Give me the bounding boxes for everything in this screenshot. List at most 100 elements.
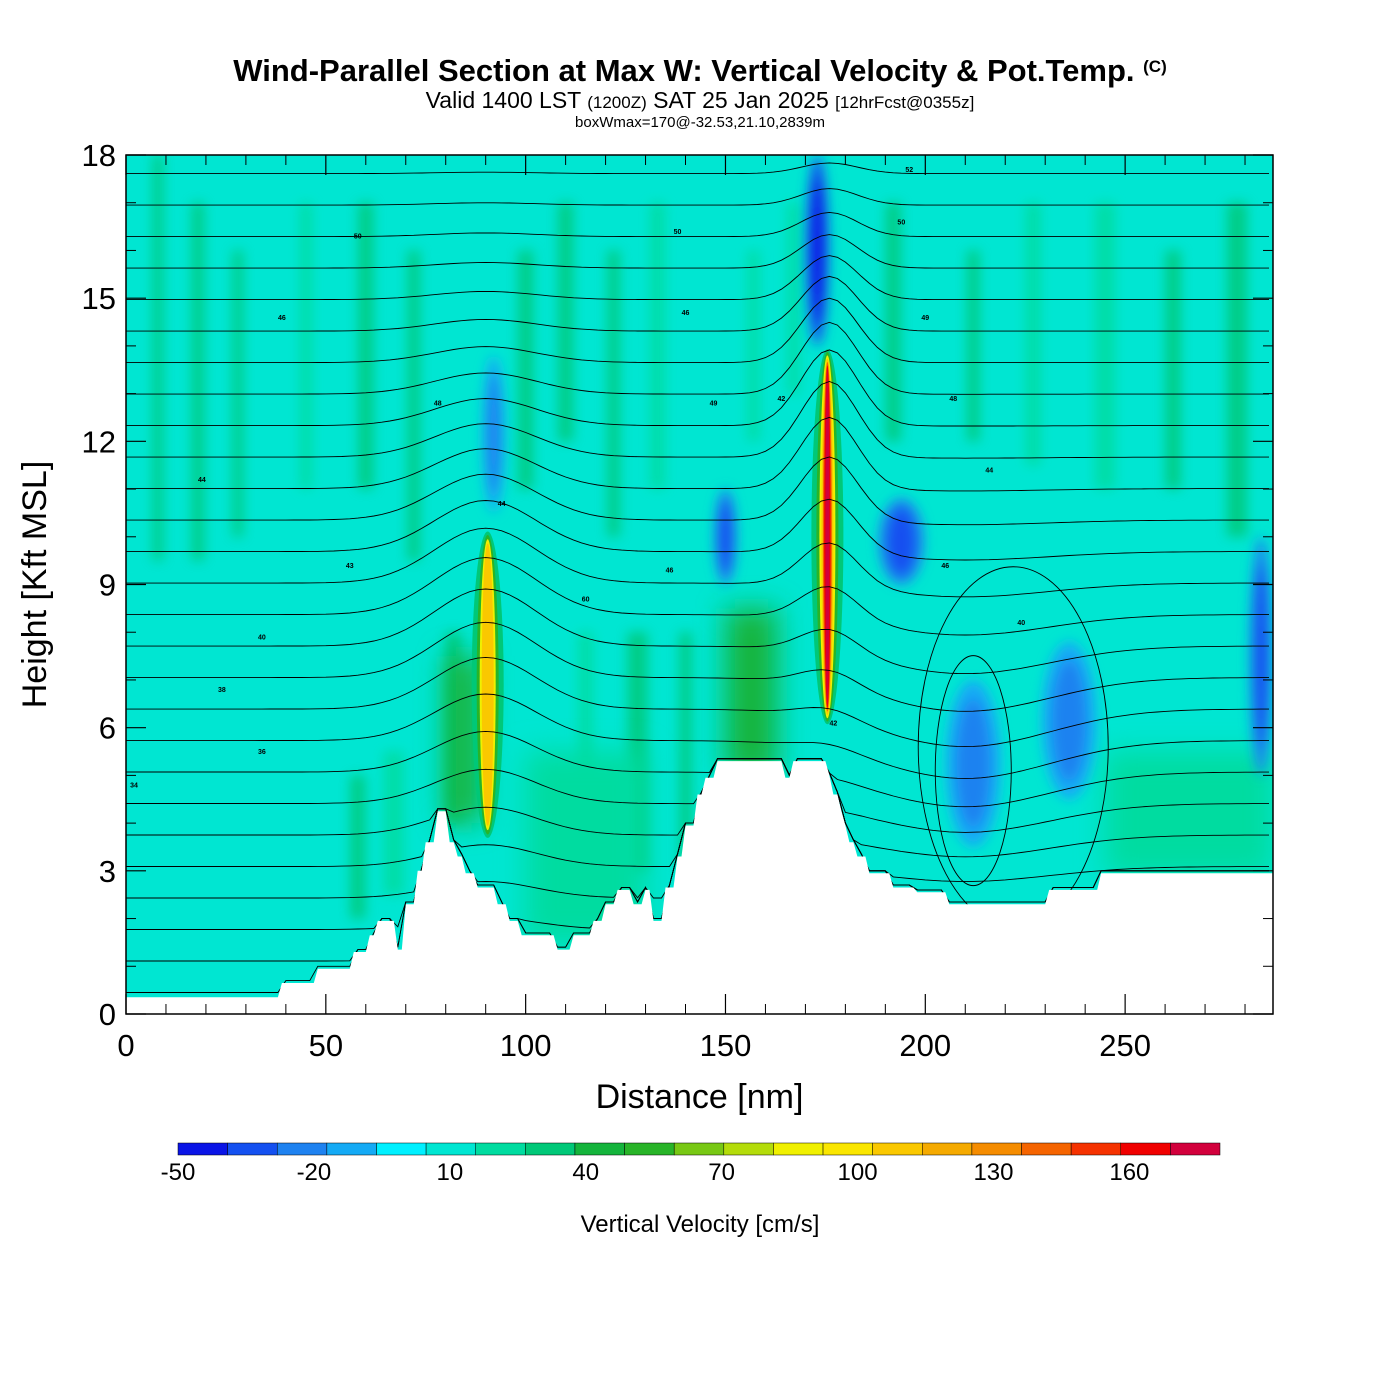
- theta-contour: [126, 621, 1269, 712]
- colorbar-swatch: [822, 1142, 873, 1156]
- theta-contour: [126, 255, 1269, 301]
- theta-contour-label: 42: [829, 720, 837, 727]
- updraft-zone: [725, 608, 778, 776]
- theta-contour-label: 43: [346, 563, 354, 570]
- theta-contour: [126, 693, 1269, 779]
- downdraft-inner: [956, 699, 991, 828]
- colorbar-swatch: [1021, 1142, 1072, 1156]
- colorbar-swatch: [276, 1142, 328, 1156]
- theta-contour-label: 50: [674, 229, 682, 236]
- copyright-mark: (C): [1143, 57, 1167, 76]
- theta-contour-label: 50: [354, 234, 362, 241]
- theta-contour: [126, 188, 1269, 206]
- y-tick-label: 6: [99, 711, 116, 746]
- chart-title: Wind-Parallel Section at Max W: Vertical…: [233, 53, 1135, 88]
- theta-contour-label: 44: [498, 501, 506, 508]
- updraft-streak: [558, 202, 574, 442]
- plot-area: 34 36 38 40 43 44 48 46 50 44 60 46 49 46 50 42 42 52 50 49…: [126, 136, 1273, 1014]
- y-tick-label: 12: [82, 424, 116, 459]
- theta-contour-label: 46: [666, 568, 674, 575]
- updraft-level: [481, 543, 494, 826]
- theta-contour: [126, 136, 1269, 143]
- colorbar-swatch: [1070, 1142, 1122, 1156]
- colorbar-tick-label: 10: [436, 1159, 463, 1186]
- updraft-level: [825, 368, 830, 706]
- updraft-zone: [1105, 751, 1273, 876]
- theta-contour: [126, 162, 1269, 175]
- downdraft-inner: [810, 177, 825, 324]
- valid-time-line: Valid 1400 LST (1200Z) SAT 25 Jan 2025 […: [0, 88, 1400, 115]
- colorbar-swatch: [773, 1142, 824, 1156]
- contour-label-group: 34 36 38 40 43 44 48 46 50 44 60 46 49 46 50 42 42 52 50 49…: [130, 167, 1025, 790]
- theta-contour-label: 49: [921, 315, 929, 322]
- x-tick-label: 100: [500, 1028, 552, 1063]
- downdraft-inner: [887, 508, 916, 575]
- x-tick-label: 0: [117, 1028, 134, 1063]
- colorbar-tick-label: -50: [161, 1159, 196, 1186]
- updraft-streak: [1165, 250, 1181, 490]
- colorbar-swatch: [376, 1142, 427, 1156]
- theta-contour: [126, 234, 1269, 269]
- colorbar-swatch: [971, 1142, 1022, 1156]
- y-tick-label: 15: [82, 281, 116, 316]
- x-tick-label: 250: [1099, 1028, 1151, 1063]
- theta-contour-label: 42: [778, 396, 786, 403]
- theta-closed-contour: [934, 655, 1012, 887]
- colorbar-swatch: [1120, 1142, 1171, 1156]
- updraft-streak: [383, 751, 404, 895]
- y-tick-label: 9: [99, 568, 116, 603]
- theta-contour: [126, 297, 1269, 364]
- x-tick-label: 150: [700, 1028, 752, 1063]
- updraft-streak: [358, 202, 374, 490]
- colorbar-swatch: [475, 1142, 526, 1156]
- terrain: [126, 761, 1273, 1014]
- colorbar-swatch: [227, 1142, 278, 1156]
- y-axis-label: Height [Kft MSL]: [16, 461, 54, 709]
- colorbar-swatch: [872, 1142, 923, 1156]
- colorbar-swatch: [673, 1142, 725, 1156]
- theta-contour: [126, 381, 1269, 459]
- theta-contour-label: 49: [710, 401, 718, 408]
- x-tick-label: 200: [899, 1028, 951, 1063]
- colorbar-swatch: [624, 1142, 675, 1156]
- theta-contour: [126, 321, 1269, 395]
- valid-prefix: Valid 1400 LST: [425, 87, 581, 113]
- updraft-streak: [152, 155, 163, 561]
- downdraft-cores: [482, 155, 1273, 847]
- theta-contour-label: 48: [949, 396, 957, 403]
- chart-title-block: Wind-Parallel Section at Max W: Vertical…: [0, 50, 1400, 131]
- updraft-streak: [967, 250, 980, 442]
- x-axis-label: Distance [nm]: [596, 1078, 804, 1116]
- theta-contour-label: 46: [278, 315, 286, 322]
- theta-contour: [126, 349, 1269, 427]
- colorbar-tick-label: -20: [297, 1159, 332, 1186]
- x-tick-label: 50: [309, 1028, 343, 1063]
- weak-updraft-streaks: [152, 155, 1248, 919]
- downdraft-inner: [486, 373, 501, 495]
- theta-contour: [126, 557, 1269, 636]
- theta-contour: [126, 416, 1269, 492]
- theta-contour: [126, 456, 1269, 526]
- updraft-streak: [232, 250, 243, 537]
- theta-contour: [126, 730, 1269, 808]
- box-wmax-line: boxWmax=170@-32.53,21.10,2839m: [575, 114, 825, 131]
- theta-contour-label: 50: [897, 219, 905, 226]
- theta-contour: [126, 588, 1269, 675]
- colorbar-swatch: [525, 1142, 576, 1156]
- updraft-streak: [191, 202, 204, 561]
- theta-contour-label: 36: [258, 749, 266, 756]
- theta-contour-label: 52: [905, 167, 913, 174]
- colorbar-swatch: [1170, 1142, 1221, 1156]
- updraft-streak: [885, 202, 901, 442]
- theta-contour: [126, 656, 1269, 748]
- chart-title-line: Wind-Parallel Section at Max W: Vertical…: [0, 50, 1400, 88]
- colorbar-label: Vertical Velocity [cm/s]: [581, 1211, 820, 1238]
- colorbar-swatch: [574, 1142, 625, 1156]
- updraft-streak: [299, 202, 312, 490]
- theta-contour-label: 46: [941, 563, 949, 570]
- theta-contour-label: 34: [130, 782, 138, 789]
- forecast-info: [12hrFcst@0355z]: [835, 93, 975, 112]
- theta-contour: [126, 498, 1269, 561]
- y-tick-label: 18: [82, 138, 116, 173]
